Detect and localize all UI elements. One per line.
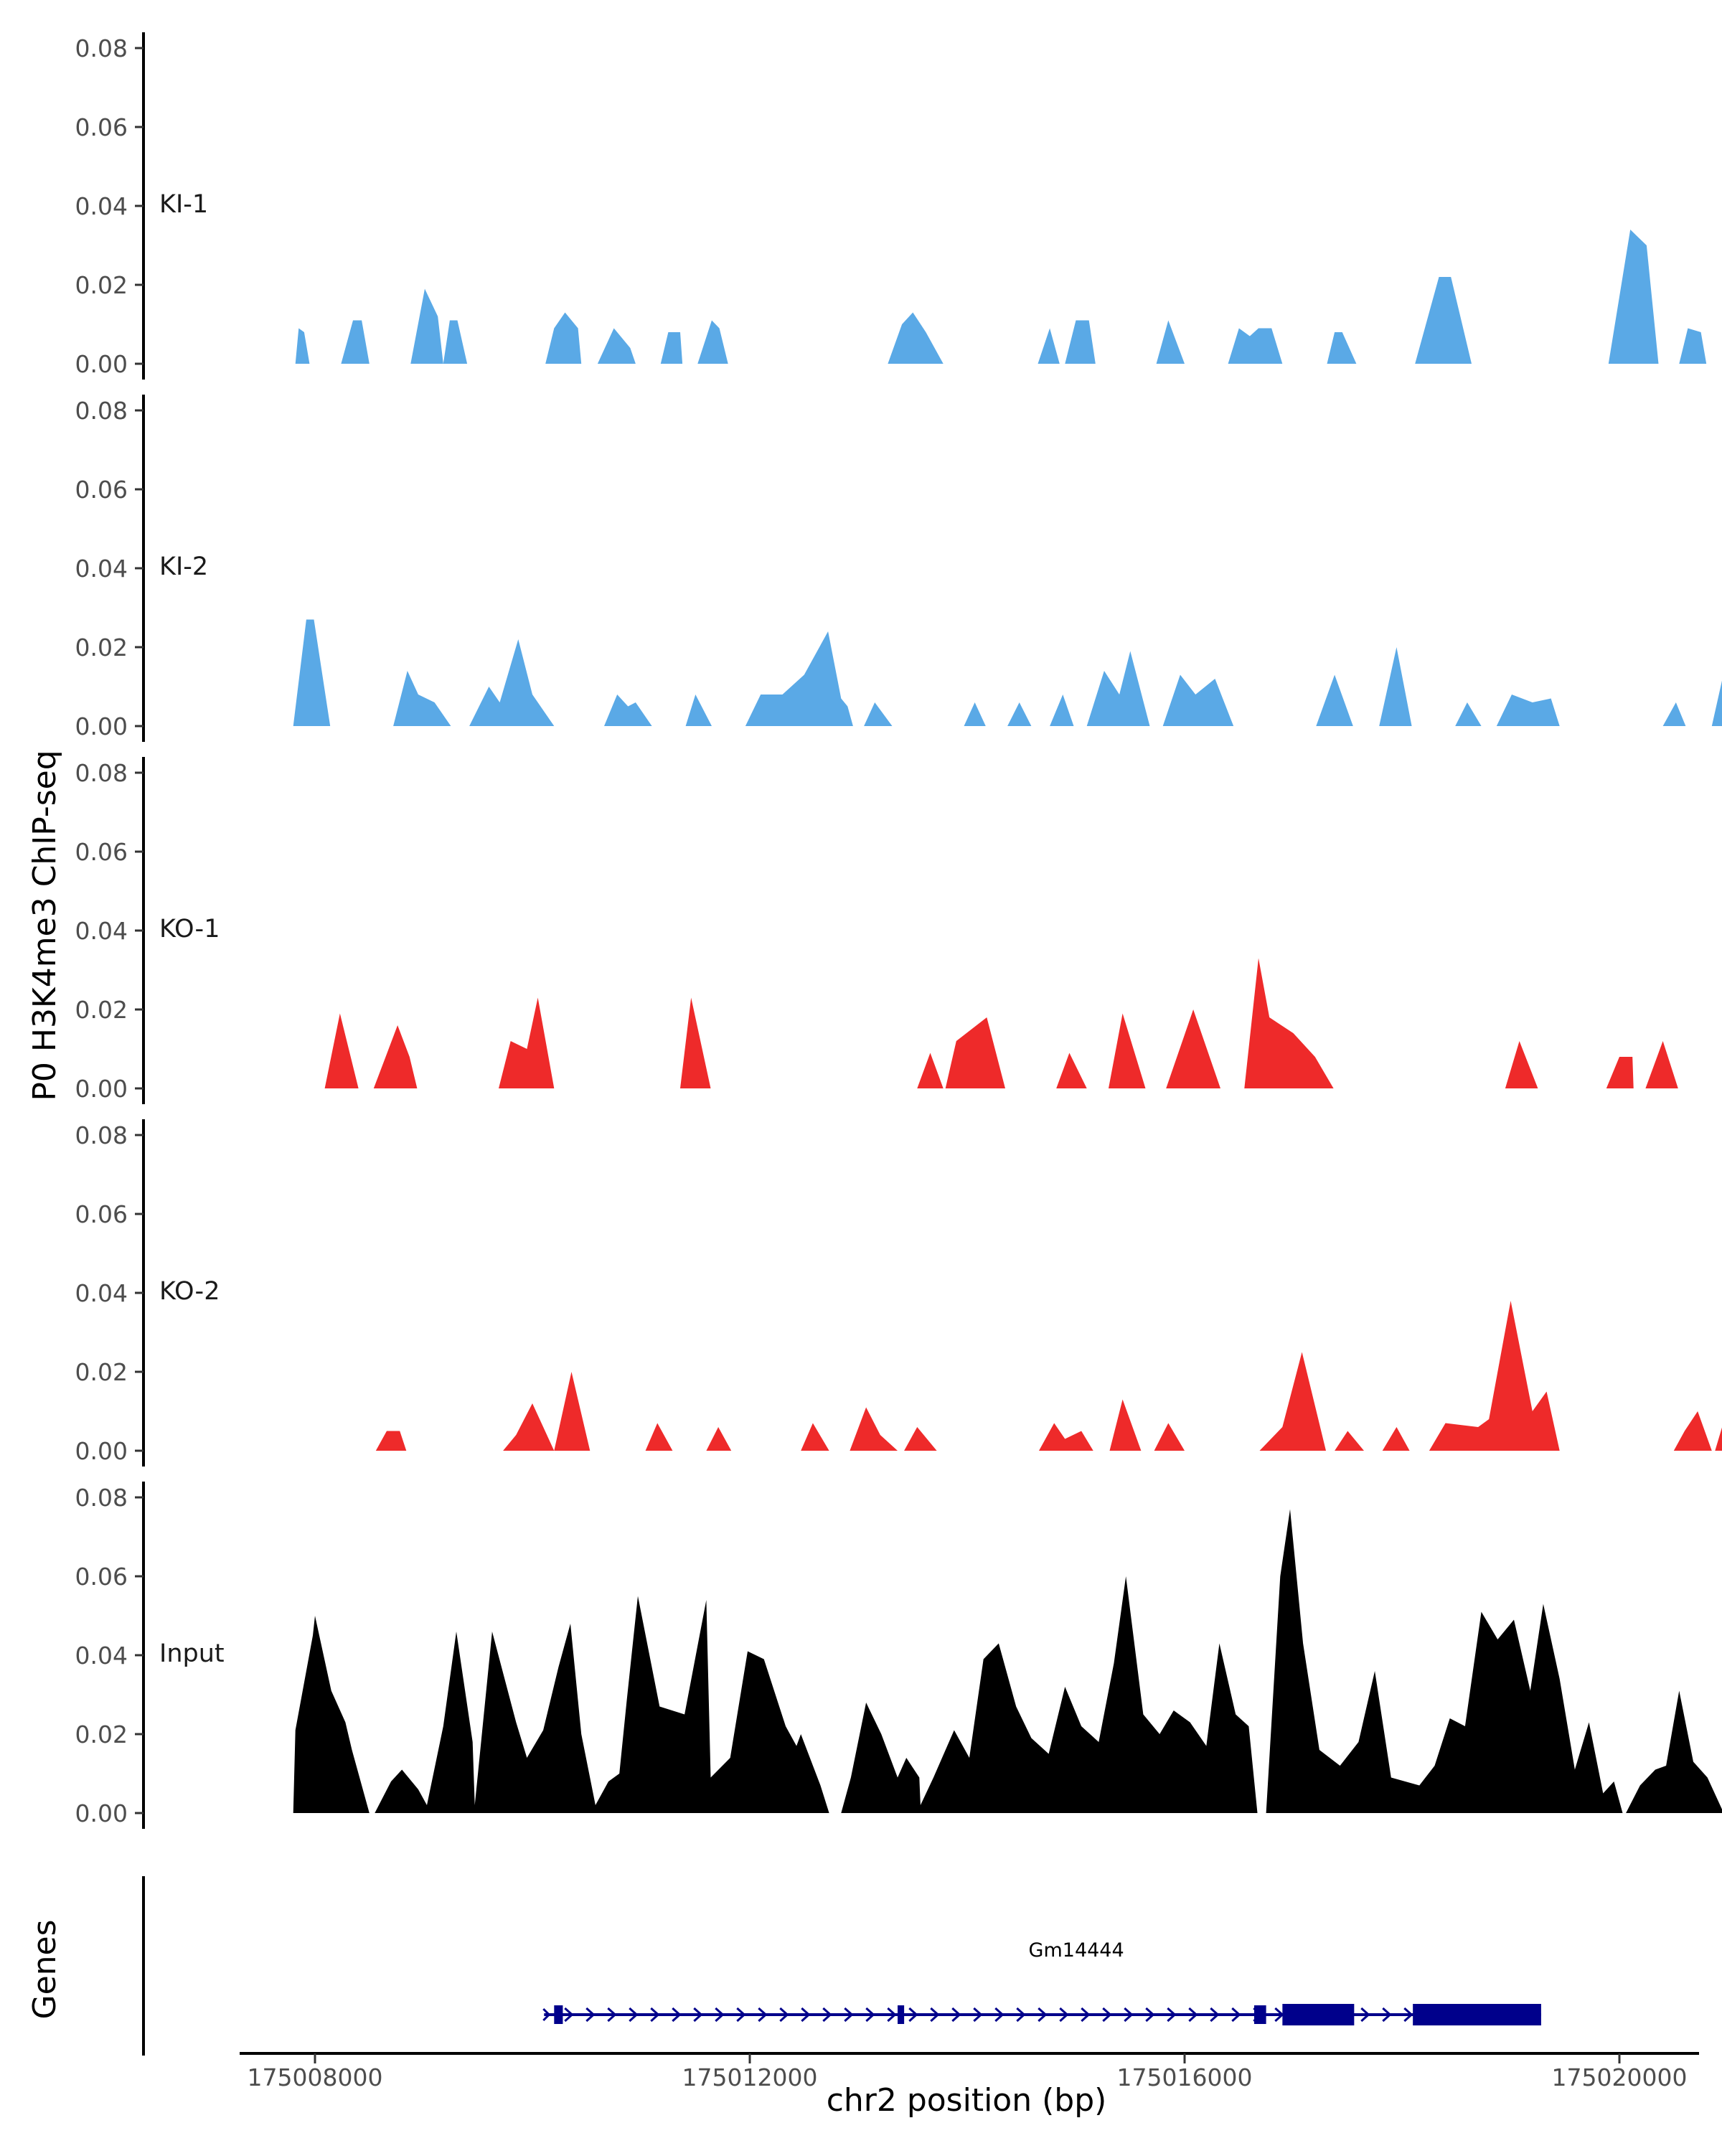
y-tick-label: 0.06	[75, 1563, 128, 1591]
y-tick-label: 0.08	[75, 759, 128, 787]
strand-arrow	[542, 2007, 551, 2022]
strand-arrow	[564, 2007, 574, 2023]
strand-arrow	[908, 2007, 918, 2023]
y-tick-label: 0.02	[75, 271, 128, 299]
gene-exon	[1253, 2005, 1266, 2024]
y-tick-label: 0.04	[75, 917, 128, 945]
strand-arrow	[865, 2007, 875, 2023]
track-ko-2: 0.00 0.02 0.04 0.06 0.08 KO-2	[75, 1119, 1722, 1467]
y-tick-label: 0.04	[75, 555, 128, 583]
signal-area-ki-2	[293, 619, 1722, 726]
strand-arrow	[1038, 2007, 1048, 2023]
strand-arrow	[822, 2007, 832, 2023]
strand-arrow	[1059, 2007, 1069, 2023]
y-tick-label: 0.02	[75, 634, 128, 662]
strand-arrow	[887, 2007, 897, 2023]
signal-area-ko-2	[375, 1301, 1722, 1451]
strand-arrow	[672, 2007, 682, 2023]
y-tick-label: 0.00	[75, 350, 128, 378]
strand-arrow	[1360, 2007, 1370, 2023]
gene-exon	[1413, 2004, 1541, 2025]
gene-exon	[1282, 2004, 1355, 2025]
gene-exon	[898, 2005, 905, 2024]
gene-track: Genes Gm14444	[27, 1876, 1541, 2056]
strand-arrow	[779, 2007, 789, 2023]
strand-arrow	[715, 2007, 725, 2023]
x-axis: 175008000 175012000 175016000 175020000	[240, 2052, 1699, 2091]
strand-arrow	[1016, 2007, 1026, 2023]
y-tick-label: 0.04	[75, 1279, 128, 1307]
signal-area-input	[293, 1509, 1722, 1813]
track-ko-1: 0.00 0.02 0.04 0.06 0.08 KO-1	[75, 757, 1678, 1104]
y-tick-label: 0.00	[75, 712, 128, 740]
track-input: 0.00 0.02 0.04 0.06 0.08 Input	[75, 1482, 1722, 1829]
strand-arrow	[1210, 2007, 1220, 2023]
strand-arrow	[1274, 2007, 1284, 2023]
track-ki-1: 0.00 0.02 0.04 0.06 0.08 KI-1	[75, 32, 1707, 380]
x-tick-label: 175020000	[1552, 2063, 1688, 2091]
x-tick-label: 175012000	[682, 2063, 818, 2091]
track-label: KI-2	[159, 552, 208, 581]
strand-arrow	[951, 2007, 961, 2023]
strand-arrow	[1124, 2007, 1134, 2023]
strand-arrow	[1102, 2007, 1112, 2023]
strand-arrow	[1081, 2007, 1091, 2023]
strand-arrow	[1382, 2007, 1392, 2023]
gene-track-title: Genes	[27, 1919, 63, 2019]
strand-arrow	[736, 2007, 746, 2023]
y-tick-label: 0.08	[75, 397, 128, 425]
y-tick-label: 0.00	[75, 1437, 128, 1465]
track-label: KI-1	[159, 190, 208, 219]
y-tick-label: 0.00	[75, 1075, 128, 1103]
y-tick-label: 0.08	[75, 1121, 128, 1149]
y-tick-label: 0.04	[75, 192, 128, 220]
strand-arrow	[844, 2007, 854, 2023]
x-tick-label: 175016000	[1117, 2063, 1253, 2091]
strand-arrow	[973, 2007, 983, 2023]
strand-arrow	[585, 2007, 596, 2023]
y-tick-label: 0.06	[75, 113, 128, 141]
gene-exon	[554, 2005, 563, 2024]
y-tick-label: 0.02	[75, 996, 128, 1024]
strand-arrow	[607, 2007, 617, 2023]
track-label: KO-2	[159, 1277, 220, 1306]
strand-arrow	[1403, 2007, 1413, 2023]
track-label: Input	[159, 1639, 225, 1668]
track-label: KO-1	[159, 915, 220, 943]
strand-arrow	[1188, 2007, 1198, 2023]
y-axis-title: P0 H3K4me3 ChIP-seq	[27, 750, 63, 1101]
strand-arrow	[758, 2007, 768, 2023]
strand-arrow	[1231, 2007, 1241, 2023]
strand-arrow	[994, 2007, 1004, 2023]
y-tick-label: 0.02	[75, 1720, 128, 1748]
y-tick-label: 0.00	[75, 1799, 128, 1827]
x-tick-label: 175008000	[248, 2063, 383, 2091]
strand-arrow	[629, 2007, 639, 2023]
signal-area-ko-1	[324, 958, 1678, 1088]
track-panels: 0.00 0.02 0.04 0.06 0.08 KI-1 0.00 0.02 0.04 0.06…	[75, 32, 1722, 1829]
y-tick-label: 0.04	[75, 1642, 128, 1670]
signal-area-ki-1	[295, 230, 1707, 364]
y-tick-label: 0.08	[75, 1484, 128, 1512]
y-tick-label: 0.02	[75, 1358, 128, 1386]
strand-arrow	[693, 2007, 703, 2023]
y-tick-label: 0.08	[75, 34, 128, 62]
gene-name-label: Gm14444	[1029, 1939, 1124, 1962]
y-tick-label: 0.06	[75, 476, 128, 504]
y-tick-label: 0.06	[75, 1200, 128, 1228]
strand-arrow	[1167, 2007, 1177, 2023]
strand-arrow	[930, 2007, 940, 2023]
track-ki-2: 0.00 0.02 0.04 0.06 0.08 KI-2	[75, 395, 1722, 742]
strand-arrow	[801, 2007, 811, 2023]
strand-arrow	[650, 2007, 660, 2023]
strand-arrow	[1145, 2007, 1155, 2023]
x-axis-title: chr2 position (bp)	[827, 2082, 1107, 2119]
y-tick-label: 0.06	[75, 838, 128, 866]
